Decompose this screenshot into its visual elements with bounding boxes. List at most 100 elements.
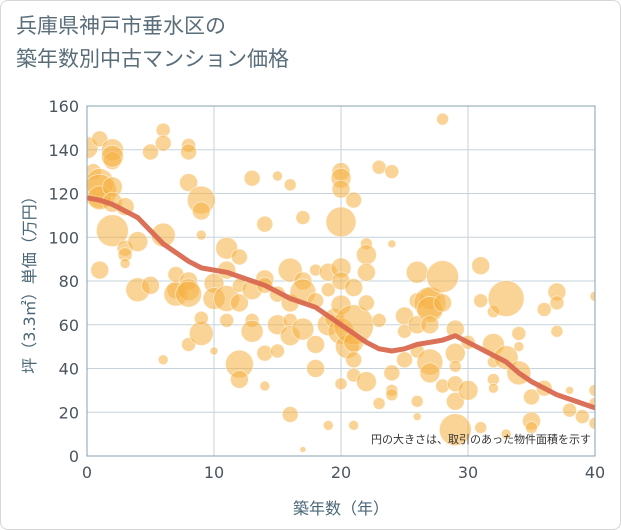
- bubble-point: [589, 290, 595, 302]
- bubble-point: [283, 178, 297, 192]
- bubble-point: [356, 262, 376, 282]
- x-tick-label: 30: [458, 463, 478, 482]
- bubble-point: [383, 364, 401, 382]
- bubble-point: [191, 201, 211, 221]
- bubble-point: [272, 170, 283, 182]
- bubble-point: [511, 326, 527, 341]
- bubble-point: [141, 275, 160, 295]
- bubble-point: [371, 312, 387, 328]
- bubble-point: [322, 419, 334, 431]
- bubble-point: [142, 143, 159, 161]
- bubble-point: [562, 402, 577, 418]
- bubble-point: [433, 293, 453, 313]
- bubble-point: [334, 377, 348, 391]
- bubble-point: [344, 278, 364, 297]
- x-tick-label: 20: [331, 463, 351, 482]
- bubble-point: [331, 179, 351, 199]
- bubble-size-note: 円の大きさは、取引のあった物件面積を示す: [371, 432, 591, 446]
- bubble-point: [325, 206, 357, 238]
- bubble-point: [348, 419, 360, 431]
- y-tick-label: 120: [48, 185, 79, 204]
- bubble-point: [457, 379, 479, 401]
- bubble-point: [229, 370, 249, 389]
- bubble-point: [372, 397, 386, 410]
- bubble-point: [523, 388, 540, 406]
- bubble-point: [588, 383, 595, 397]
- bubble-point: [474, 421, 488, 434]
- bubble-point: [387, 239, 397, 249]
- y-tick-label: 160: [48, 97, 79, 116]
- bubble-point: [281, 406, 299, 423]
- bubble-point: [175, 280, 203, 308]
- bubble-point: [291, 317, 315, 341]
- bubble-point: [410, 394, 424, 408]
- bubble-point: [345, 191, 363, 209]
- bubble-point: [565, 385, 574, 395]
- x-axis-label: 築年数（年）: [293, 499, 389, 518]
- bubble-point: [412, 412, 422, 422]
- axis-ticks: 0 10 20 30 40 0 20 40 60 80 100 120 140 160: [48, 97, 605, 482]
- bubble-point: [256, 344, 274, 362]
- bubble-point: [229, 293, 249, 313]
- bubble-point: [243, 169, 261, 187]
- bubble-point: [180, 143, 198, 161]
- bubble-point: [574, 409, 590, 425]
- bubble-point: [306, 359, 326, 378]
- plot-area-border: [86, 105, 596, 457]
- bubble-point: [436, 112, 450, 126]
- bubble-point: [525, 421, 538, 434]
- x-tick-label: 10: [204, 463, 224, 482]
- bubble-point: [209, 346, 219, 356]
- bubble-point: [96, 214, 129, 248]
- bubble-point: [345, 351, 363, 369]
- y-tick-label: 0: [69, 447, 79, 466]
- bubble-point: [384, 164, 400, 180]
- y-tick-label: 80: [59, 272, 79, 291]
- bubble-point: [230, 248, 248, 266]
- y-axis-label: 坪（3.3㎡）単価（万円）: [20, 188, 39, 373]
- trend-line: [87, 195, 595, 411]
- bubble-point: [445, 391, 465, 411]
- bubble-point: [536, 302, 552, 317]
- bubble-point: [396, 351, 413, 369]
- bubble-point: [419, 362, 441, 384]
- bubble-point: [357, 294, 375, 312]
- bubble-point: [355, 371, 377, 393]
- bubble-point: [256, 215, 274, 233]
- y-tick-label: 60: [59, 316, 79, 335]
- bubble-point: [240, 319, 264, 343]
- bubble-point: [299, 446, 307, 453]
- y-tick-label: 100: [48, 228, 79, 247]
- bubble-point: [588, 416, 595, 430]
- bubble-point: [405, 260, 429, 284]
- bubble-point: [90, 260, 110, 280]
- bubble-point: [270, 343, 285, 359]
- bubble-point: [259, 380, 271, 392]
- bubble-point: [487, 280, 525, 317]
- bubble-point: [420, 315, 440, 335]
- bubble-point: [127, 231, 149, 253]
- bubble-point: [179, 173, 199, 192]
- bubble-point: [487, 382, 499, 394]
- bubble-point: [385, 388, 399, 402]
- bubble-point: [513, 341, 525, 353]
- bubble-point: [500, 428, 512, 440]
- bubble-point: [448, 359, 462, 373]
- bubble-point: [320, 282, 336, 298]
- chart-title-line-2: 築年数別中古マンション価格: [16, 47, 289, 71]
- bubble-point: [219, 312, 235, 328]
- bubble-point: [101, 144, 124, 168]
- bubble-point: [426, 260, 460, 294]
- bubble-point: [550, 324, 564, 338]
- x-tick-label: 0: [82, 463, 92, 482]
- chart-title-line-1: 兵庫県神戸市垂水区の: [16, 14, 226, 38]
- bubble-point: [355, 244, 377, 266]
- bubble-point: [306, 335, 326, 354]
- y-tick-label: 20: [59, 403, 79, 422]
- bubble-point: [371, 159, 387, 175]
- trend-series: [87, 195, 595, 411]
- bubble-point: [195, 229, 207, 241]
- bubble-point: [471, 256, 491, 276]
- x-tick-label: 40: [585, 463, 605, 482]
